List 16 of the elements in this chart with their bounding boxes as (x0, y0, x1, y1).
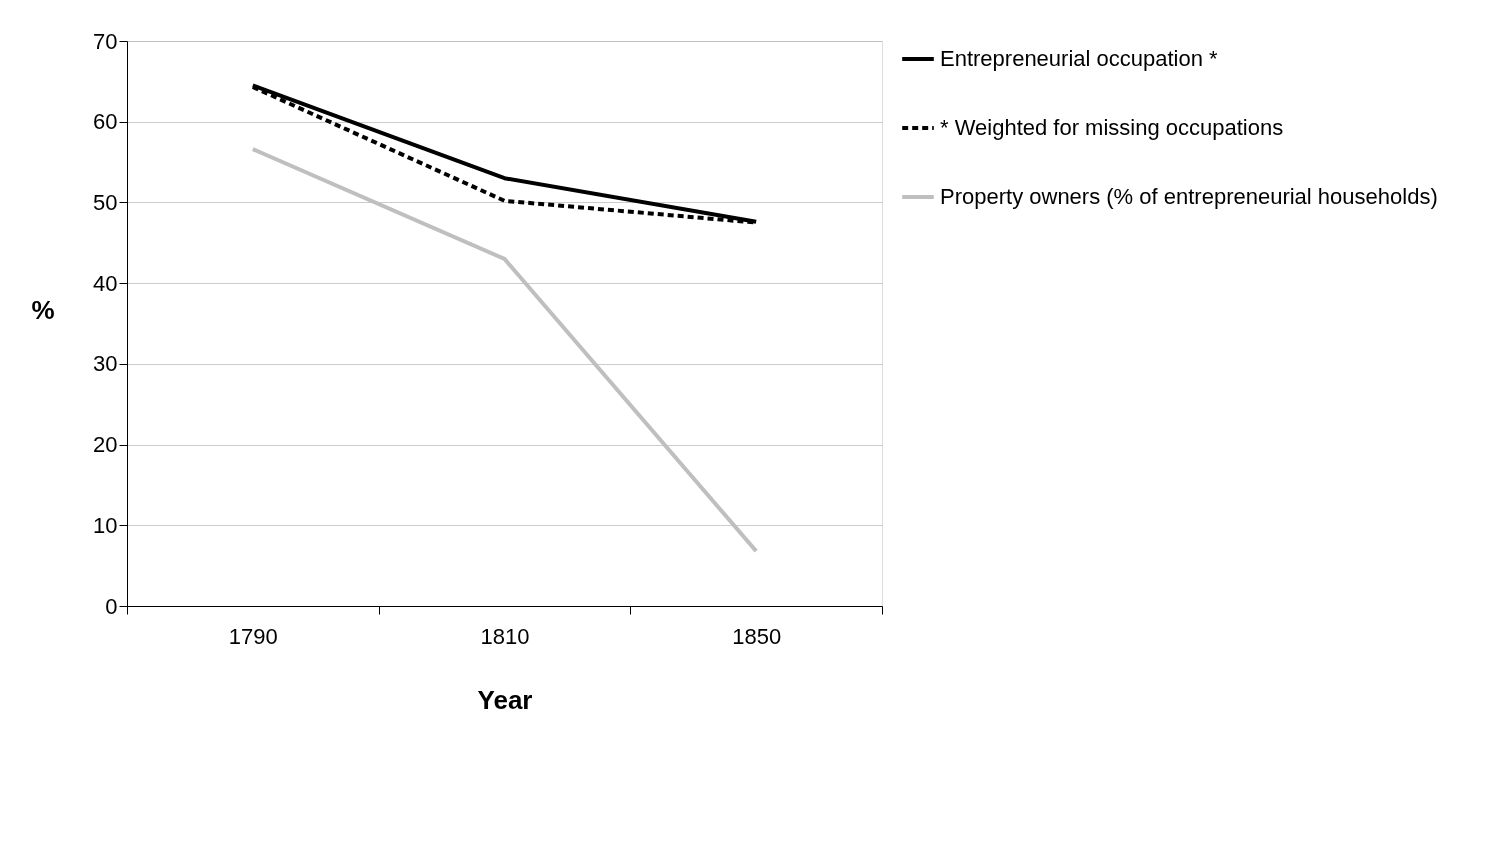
y-tick-label: 0 (105, 593, 118, 619)
y-axis-title: % (31, 295, 55, 325)
y-tick-label: 60 (93, 109, 118, 135)
y-tick-label: 10 (93, 512, 118, 538)
y-tick-label: 40 (93, 270, 118, 296)
y-tick-label: 20 (93, 432, 118, 458)
legend-label: Entrepreneurial occupation * (940, 46, 1219, 71)
x-tick-label: 1790 (228, 623, 278, 649)
y-tick-label: 70 (93, 28, 118, 54)
legend-label: * Weighted for missing occupations (940, 115, 1284, 140)
y-tick-label: 30 (93, 351, 118, 377)
y-tick-label: 50 (93, 189, 118, 215)
x-tick-label: 1850 (732, 623, 782, 649)
legend-label: Property owners (% of entrepreneurial households) (940, 184, 1438, 209)
x-tick-label: 1810 (480, 623, 530, 649)
x-axis-title: Year (477, 684, 533, 715)
